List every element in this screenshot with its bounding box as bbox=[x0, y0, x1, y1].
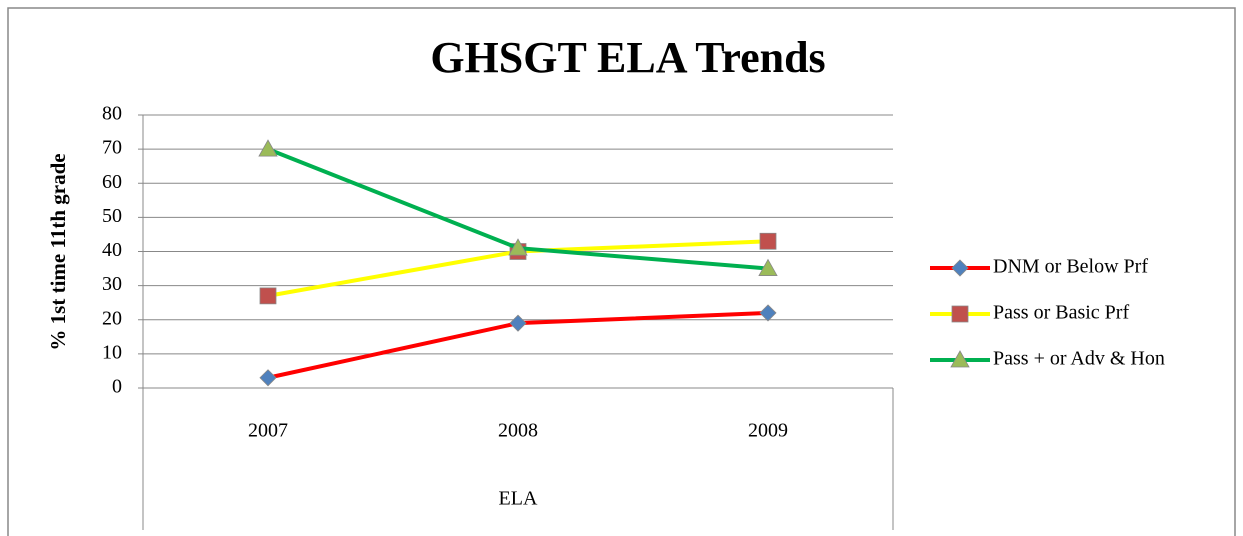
legend-marker bbox=[951, 305, 969, 323]
legend-label: Pass + or Adv & Hon bbox=[993, 348, 1165, 370]
data-point bbox=[259, 369, 277, 387]
legend-marker bbox=[951, 259, 969, 277]
legend-label: Pass or Basic Prf bbox=[993, 302, 1129, 324]
x-tick-label: 2009 bbox=[748, 420, 788, 442]
y-tick-label: 10 bbox=[102, 341, 122, 363]
y-tick-label: 30 bbox=[102, 273, 122, 295]
legend-marker bbox=[950, 350, 970, 368]
legend-label: DNM or Below Prf bbox=[993, 256, 1148, 278]
data-point bbox=[759, 232, 777, 250]
chart-border bbox=[7, 7, 1236, 536]
y-tick-label: 40 bbox=[102, 239, 122, 261]
x-tick-label: 2008 bbox=[498, 420, 538, 442]
data-point bbox=[508, 238, 528, 256]
data-point bbox=[509, 314, 527, 332]
y-axis-label: % 1st time 11th grade bbox=[46, 153, 70, 350]
x-tick-label: 2007 bbox=[248, 420, 288, 442]
data-point bbox=[259, 287, 277, 305]
chart-title: GHSGT ELA Trends bbox=[430, 33, 825, 82]
y-tick-label: 60 bbox=[102, 171, 122, 193]
y-tick-label: 20 bbox=[102, 307, 122, 329]
y-tick-label: 70 bbox=[102, 137, 122, 159]
data-point bbox=[759, 304, 777, 322]
y-tick-label: 80 bbox=[102, 103, 122, 125]
x-axis-label: ELA bbox=[499, 488, 538, 510]
y-tick-label: 0 bbox=[112, 376, 122, 398]
y-tick-label: 50 bbox=[102, 205, 122, 227]
data-point bbox=[758, 258, 778, 276]
data-point bbox=[258, 139, 278, 157]
